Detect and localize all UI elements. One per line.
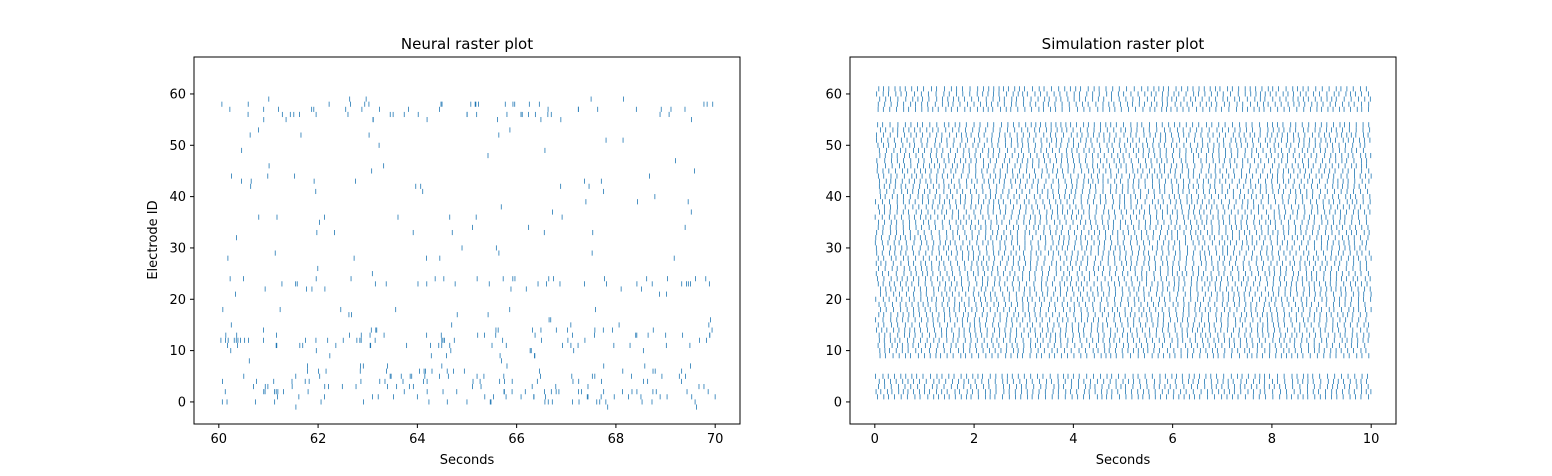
y-tick-label: 0 [178, 395, 186, 410]
x-tick-label: 64 [409, 432, 426, 447]
x-tick-label: 68 [608, 432, 625, 447]
x-tick-label: 62 [310, 432, 327, 447]
x-axis-label: Seconds [440, 453, 495, 468]
y-tick-label: 50 [169, 139, 186, 154]
chart-title: Simulation raster plot [1042, 35, 1205, 53]
simulation-raster-panel: Simulation raster plot 0 2 4 6 8 10 010203040… [825, 35, 1397, 468]
spike-marks [220, 96, 716, 410]
y-tick-label: 60 [169, 87, 186, 102]
x-axis-ticks: 60 62 64 66 68 70 [211, 424, 724, 447]
y-axis-label: Electrode ID [146, 200, 161, 279]
x-tick-label: 70 [707, 432, 724, 447]
y-tick-label: 20 [169, 293, 186, 308]
x-tick-label: 60 [211, 432, 228, 447]
y-tick-label: 10 [169, 344, 186, 359]
plot-frame [193, 56, 741, 425]
y-tick-label: 30 [169, 241, 186, 256]
neural-raster-panel: Neural raster plot 60 62 64 66 68 70 0 10 20 30 4… [146, 35, 741, 468]
spike-marks [874, 86, 1372, 400]
x-tick-label: 66 [508, 432, 525, 447]
y-axis-ticks: 0 10 20 30 40 50 60 [169, 87, 194, 410]
chart-title: Neural raster plot [401, 35, 533, 53]
y-tick-label: 40 [169, 190, 186, 205]
